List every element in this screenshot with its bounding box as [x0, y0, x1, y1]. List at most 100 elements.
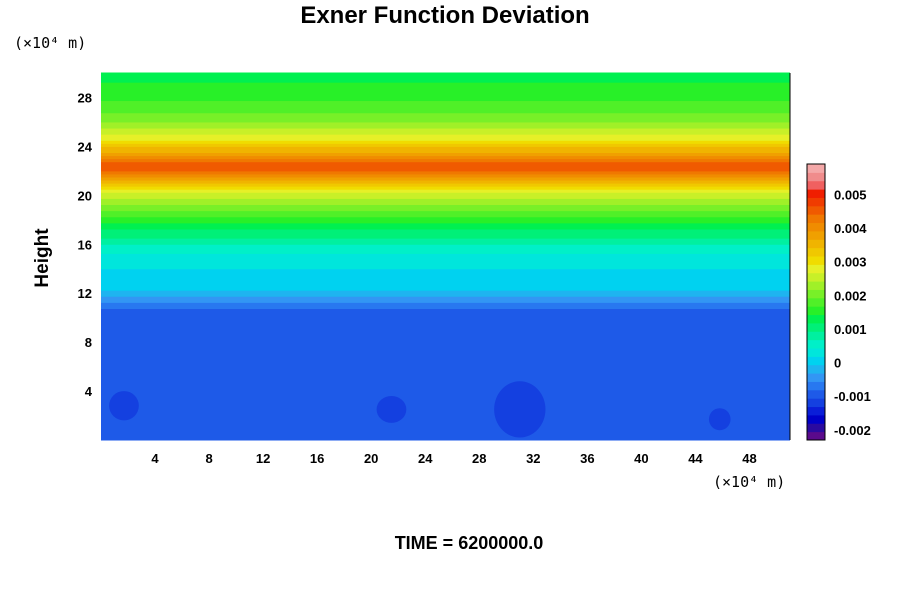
contour-band	[101, 396, 790, 401]
y-axis-label: Height	[32, 228, 53, 288]
contour-band	[101, 411, 790, 417]
contour-band	[101, 289, 790, 294]
contour-band	[101, 207, 790, 212]
colorbar-segment	[807, 322, 825, 332]
colorbar-tick-label: -0.001	[834, 389, 871, 404]
contour-band	[101, 96, 790, 102]
contour-blob	[376, 395, 407, 423]
x-tick-label: 16	[310, 451, 324, 466]
contour-band	[101, 130, 790, 135]
contour-band	[101, 329, 790, 334]
contour-band	[101, 121, 790, 126]
contour-band	[101, 317, 790, 322]
contour-band	[101, 326, 790, 331]
contour-band	[101, 314, 790, 319]
colorbar-segment	[807, 230, 825, 240]
contour-band	[101, 384, 790, 389]
contour-band	[101, 320, 790, 325]
colorbar-segment	[807, 306, 825, 316]
colorbar-segment	[807, 172, 825, 182]
contour-band	[101, 87, 790, 92]
contour-band	[101, 237, 790, 242]
contour-band	[101, 286, 790, 291]
contour-band	[101, 152, 790, 157]
colorbar-tick-label: 0.004	[834, 221, 867, 236]
contour-band	[101, 366, 790, 371]
colorbar-segment	[807, 381, 825, 391]
contour-band	[101, 219, 790, 224]
contour-band	[101, 274, 790, 279]
contour-band	[101, 142, 790, 147]
contour-band	[101, 222, 790, 227]
x-tick-label: 24	[418, 451, 433, 466]
contour-band	[101, 133, 790, 138]
contour-band	[101, 188, 790, 193]
contour-band	[101, 72, 790, 77]
y-tick-label: 20	[78, 188, 92, 203]
time-label: TIME = 6200000.0	[395, 533, 544, 553]
contour-band	[101, 259, 790, 264]
contour-band	[101, 292, 790, 297]
colorbar-segment	[807, 373, 825, 382]
colorbar	[806, 163, 826, 441]
contour-band	[101, 262, 790, 267]
colorbar-tick-label: 0.002	[834, 288, 867, 303]
colorbar-segment	[807, 281, 825, 290]
y-tick-label: 12	[78, 286, 92, 301]
x-axis-ticks: 4 8 12 16 20 24 28 32 36 40 44 48	[151, 451, 756, 466]
x-tick-label: 8	[205, 451, 212, 466]
contour-blob	[708, 408, 731, 431]
colorbar-segment	[807, 314, 825, 324]
contour-band	[101, 161, 790, 166]
contour-band	[101, 216, 790, 221]
contour-band	[101, 148, 790, 154]
contour-band	[101, 252, 790, 257]
colorbar-segment	[807, 247, 825, 257]
x-tick-label: 4	[151, 451, 159, 466]
contour-band	[101, 405, 790, 410]
contour-band	[101, 350, 790, 355]
contour-band	[101, 283, 790, 288]
contour-band	[101, 213, 790, 218]
colorbar-segment	[807, 214, 825, 224]
contour-band	[101, 81, 790, 86]
x-tick-label: 44	[688, 451, 703, 466]
contour-band	[101, 421, 790, 426]
y-tick-label: 4	[85, 384, 93, 399]
x-tick-label: 32	[526, 451, 540, 466]
contour-band	[101, 344, 790, 349]
contour-band	[101, 136, 790, 141]
y-axis-unit: (×10⁴ m)	[14, 34, 86, 52]
contour-band	[101, 240, 790, 245]
contour-band	[101, 393, 790, 398]
contour-band	[101, 124, 790, 129]
contour-band	[101, 194, 790, 199]
x-axis-unit: (×10⁴ m)	[713, 473, 785, 491]
contour-band	[101, 277, 790, 282]
colorbar-frame	[806, 163, 826, 441]
colorbar-tick-label: -0.002	[834, 423, 871, 438]
contour-band	[101, 427, 790, 432]
contour-band	[101, 139, 790, 144]
contour-band	[101, 399, 790, 404]
colorbar-segment	[807, 348, 825, 357]
contour-band	[101, 243, 790, 248]
contour-band	[101, 268, 790, 273]
colorbar-segment	[807, 423, 825, 433]
contour-band	[101, 191, 790, 196]
contour-band	[101, 173, 790, 178]
contour-band	[101, 359, 790, 365]
y-tick-label: 8	[85, 335, 92, 350]
contour-band	[101, 249, 790, 254]
contour-band	[101, 200, 790, 206]
contour-band	[101, 311, 790, 316]
contour-band	[101, 109, 790, 114]
contour-band	[101, 408, 790, 413]
colorbar-segment	[807, 339, 825, 349]
x-tick-label: 28	[472, 451, 486, 466]
colorbar-segment	[807, 297, 825, 307]
contour-band	[101, 176, 790, 181]
contour-band	[101, 246, 790, 251]
y-axis-ticks: 4 8 12 16 20 24 28	[78, 90, 93, 399]
contour-band	[101, 295, 790, 300]
